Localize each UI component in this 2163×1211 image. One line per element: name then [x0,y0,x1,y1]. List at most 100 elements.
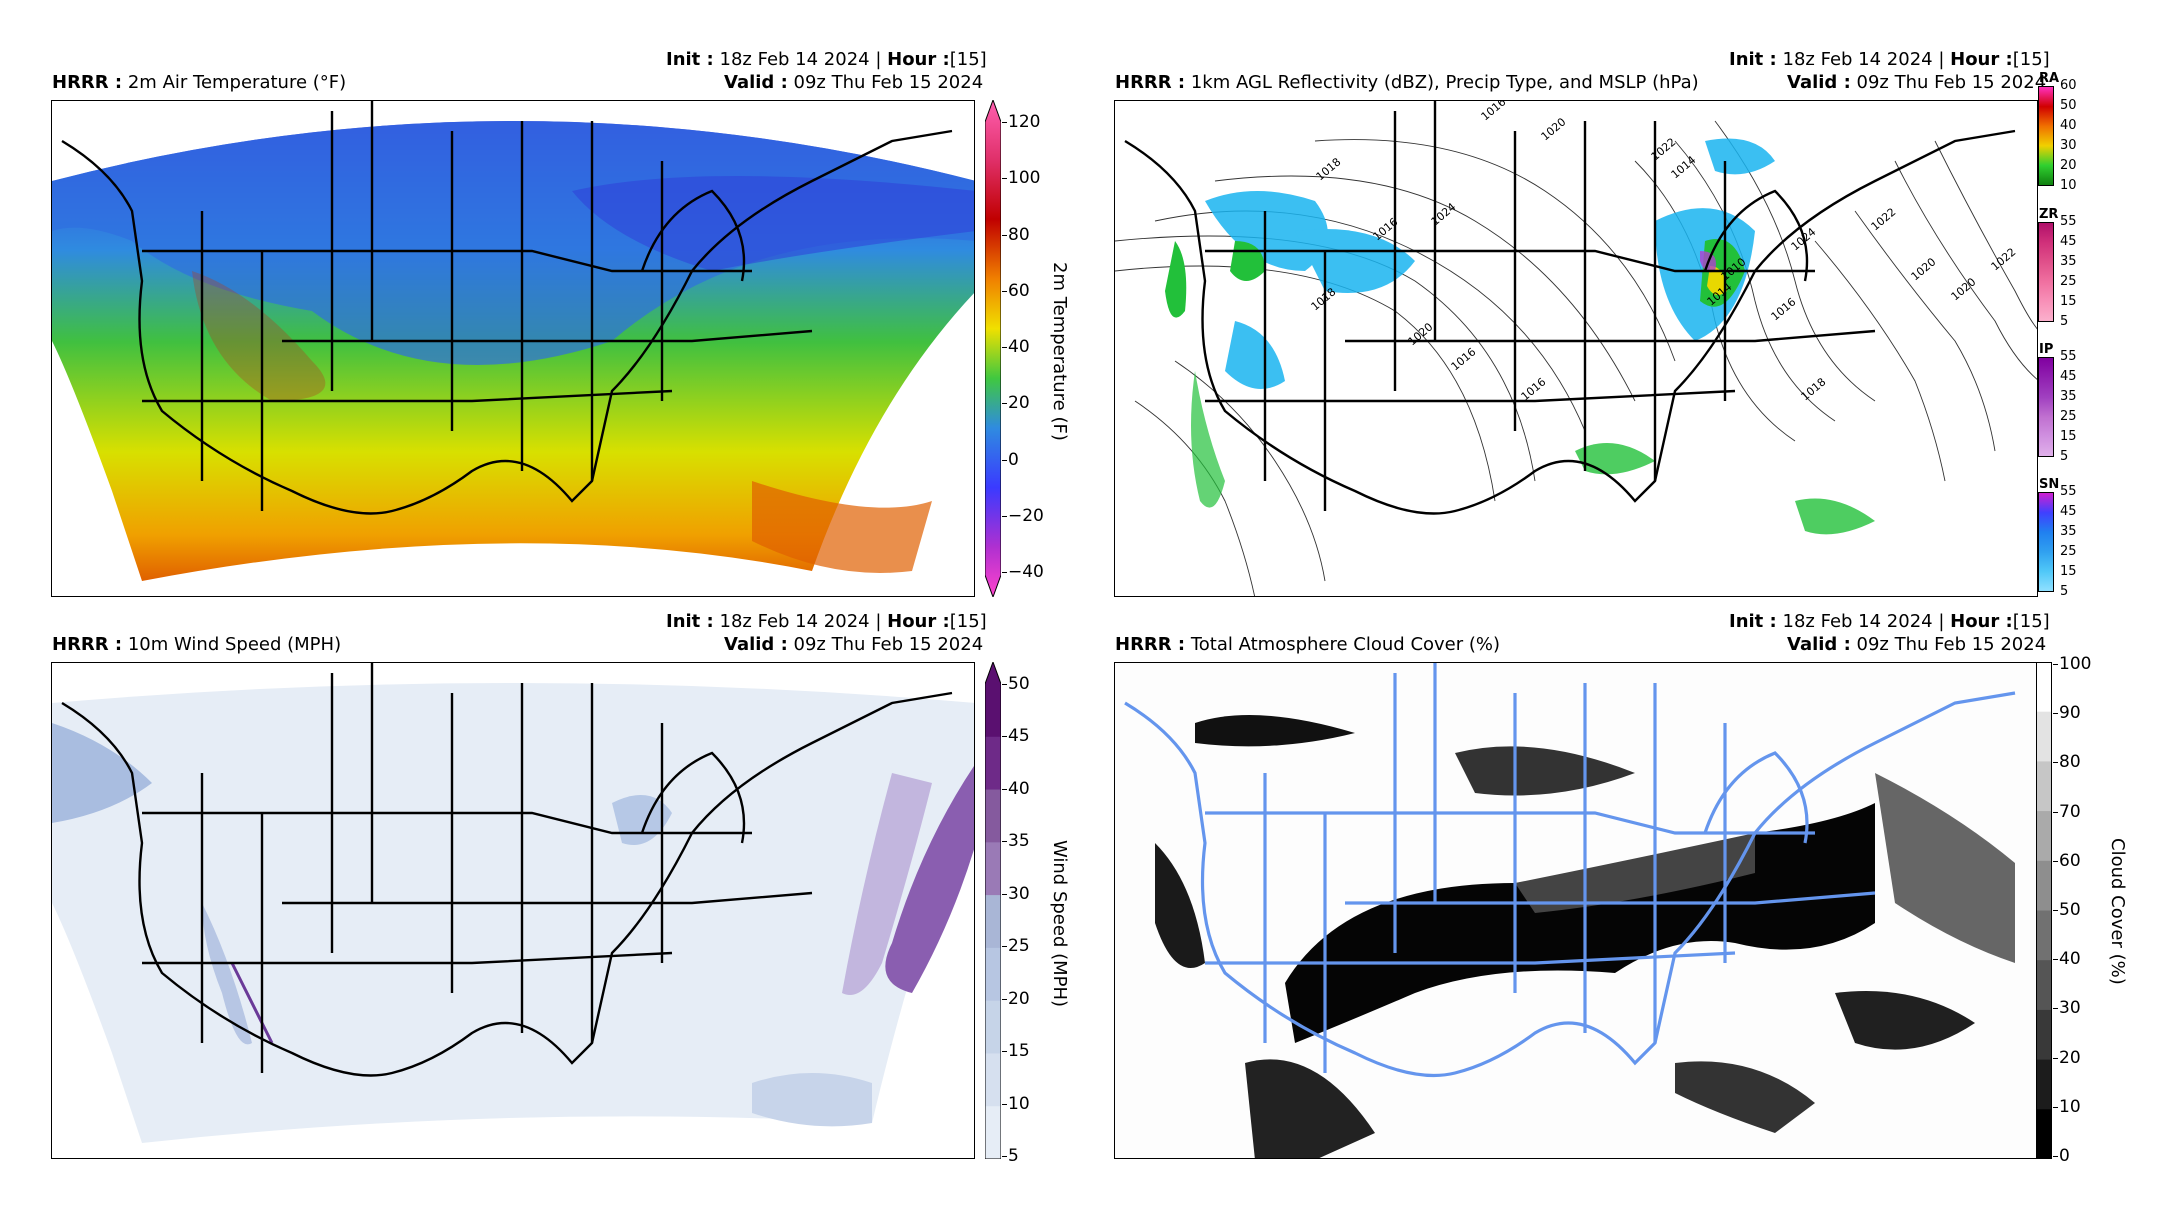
isobar-label: 1016 [1769,295,1799,323]
precip-bar-title: IP [2039,342,2054,357]
colorbar-tick-label: 20 [2059,1047,2081,1068]
colorbar-tick-label: 50 [1008,674,1030,694]
colorbar-tick-label: 80 [1008,224,1030,245]
colorbar-tick-label: 100 [2059,654,2092,674]
colorbar-tick-label: 35 [1008,831,1030,852]
colorbar-tick-mark [2053,811,2058,813]
map-title: HRRR : 2m Air Temperature (°F) [52,72,347,93]
colorbar-tick-label: 40 [1008,337,1030,357]
colorbar-tick-mark [1002,290,1007,292]
colorbar-tick-label: 60 [1008,280,1030,301]
precip-bar [2038,86,2054,186]
precip-bar-tick-label: 60 [2060,78,2077,93]
colorbar-tick-label: 30 [1008,883,1030,904]
valid-line: Valid : 09z Thu Feb 15 2024 [724,634,984,655]
colorbar-tick-mark [2053,713,2058,715]
colorbar-tick-mark [2053,664,2058,665]
temperature-colorbar [984,98,1002,599]
colorbar-tick-mark [2053,1106,2058,1108]
precip-bar-tick-label: 55 [2060,349,2077,364]
cloud-colorbar [2036,662,2052,1160]
colorbar-tick-mark [2053,860,2058,862]
colorbar-tick-mark [1002,403,1007,405]
colorbar-tick-mark [1002,893,1007,895]
colorbar-tick-label: 45 [1008,726,1030,747]
colorbar-tick-mark [1002,998,1007,1000]
init-line: Init : 18z Feb 14 2024 | Hour :[15] [666,611,987,632]
precip-bar-tick-label: 25 [2060,409,2077,424]
colorbar-tick-label: 0 [2059,1146,2070,1166]
colorbar-tick-label: 15 [1008,1041,1030,1062]
temperature-map [51,100,975,597]
map-title: HRRR : 1km AGL Reflectivity (dBZ), Preci… [1115,72,1699,93]
colorbar-tick-mark [2053,1156,2058,1157]
colorbar-tick-label: 20 [1008,393,1030,414]
colorbar-tick-mark [1002,841,1007,843]
colorbar-tick-label: 70 [2059,801,2081,822]
cloud-map [1114,662,2038,1159]
isobar-label: 1024 [1789,225,1819,253]
wind-colorbar-label: Wind Speed (MPH) [1049,840,1070,1008]
colorbar-tick-label: 100 [1008,168,1041,189]
init-line: Init : 18z Feb 14 2024 | Hour :[15] [1729,611,2050,632]
colorbar-tick-label: 10 [1008,1093,1030,1114]
wind-colorbar [984,660,1002,1160]
precip-bar-tick-label: 55 [2060,214,2077,229]
isobar-label: 1018 [1799,375,1829,403]
precip-bar-tick-label: 45 [2060,504,2077,519]
precip-bar [2038,222,2054,322]
colorbar-tick-mark [1002,178,1007,180]
cloud-colorbar-label: Cloud Cover (%) [2107,838,2128,985]
precip-bar-title: ZR [2039,207,2059,222]
isobar-label: 1022 [1869,205,1899,233]
colorbar-tick-mark [1002,572,1007,573]
colorbar-tick-label: 120 [1008,112,1041,132]
precip-bar-tick-label: 35 [2060,254,2077,269]
precip-bar [2038,357,2054,457]
map-title: HRRR : Total Atmosphere Cloud Cover (%) [1115,634,1501,655]
colorbar-tick-label: −20 [1008,505,1044,526]
colorbar-tick-label: 80 [2059,752,2081,773]
isobar-label: 1020 [1406,320,1436,348]
isobar-label: 1018 [1314,155,1344,183]
colorbar-tick-label: 30 [2059,998,2081,1019]
map-title: HRRR : 10m Wind Speed (MPH) [52,634,342,655]
colorbar-tick-label: 90 [2059,703,2081,724]
colorbar-tick-label: 50 [2059,900,2081,920]
precip-bar-title: SN [2039,477,2060,492]
precip-bar-tick-label: 55 [2060,484,2077,499]
init-line: Init : 18z Feb 14 2024 | Hour :[15] [1729,49,2050,70]
isobar-label: 1014 [1669,153,1699,181]
isobar-label: 1016 [1479,101,1509,123]
colorbar-tick-mark [2053,959,2058,961]
precip-bar-tick-label: 40 [2060,118,2077,133]
colorbar-tick-label: 40 [1008,778,1030,799]
reflectivity-map: 1016 1014 1020 1018 1024 1016 1020 1016 1018 1016… [1114,100,2038,597]
valid-line: Valid : 09z Thu Feb 15 2024 [724,72,984,93]
colorbar-tick-label: 60 [2059,850,2081,871]
isobar-label: 1020 [1949,275,1979,303]
colorbar-tick-mark [1002,347,1007,348]
colorbar-tick-mark [1002,1103,1007,1105]
colorbar-tick-mark [1002,736,1007,738]
precip-bar [2038,492,2054,592]
precip-bar-tick-label: 50 [2060,98,2077,113]
precip-bar-tick-label: 30 [2060,138,2077,153]
precip-bar-tick-label: 15 [2060,564,2077,579]
colorbar-tick-mark [1002,1156,1007,1157]
isobar-label: 1020 [1539,115,1569,143]
precip-bar-tick-label: 5 [2060,449,2069,464]
valid-line: Valid : 09z Thu Feb 15 2024 [1787,634,2047,655]
wind-map [51,662,975,1159]
colorbar-tick-mark [1002,122,1007,123]
colorbar-tick-mark [2053,910,2058,911]
precip-bar-tick-label: 25 [2060,274,2077,289]
colorbar-tick-mark [2053,1057,2058,1059]
precip-bar-title: RA [2039,71,2060,86]
isobar-label: 1022 [1989,245,2019,273]
precip-bar-tick-label: 15 [2060,294,2077,309]
colorbar-tick-mark [1002,234,1007,236]
colorbar-tick-mark [1002,459,1007,461]
precip-bar-tick-label: 10 [2060,178,2077,193]
init-line: Init : 18z Feb 14 2024 | Hour :[15] [666,49,987,70]
